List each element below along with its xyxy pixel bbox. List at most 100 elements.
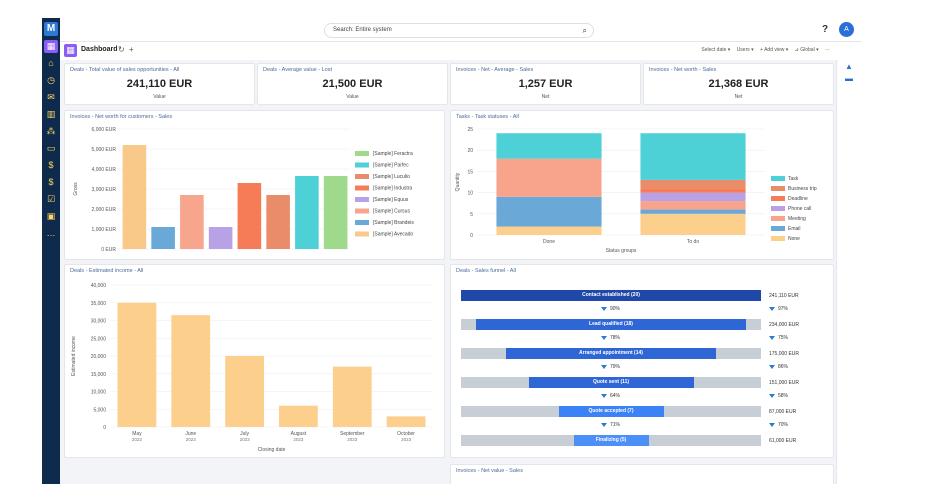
bar <box>117 302 157 427</box>
funnel-stage-bar[interactable]: Quote accepted (7) <box>558 406 664 417</box>
bar <box>237 183 262 249</box>
money-bag-icon[interactable]: $ <box>48 160 54 170</box>
x-tick-sublabel: 2023 <box>401 437 412 442</box>
x-tick-sublabel: 2023 <box>293 437 304 442</box>
x-tick-label: August <box>291 431 307 437</box>
widget-estimated-income: Deals - Estimated income - All 0 5,000 10,… <box>64 264 445 458</box>
funnel-stage-amount: 87,000 EUR <box>769 409 797 415</box>
y-tick-label: 5,000 <box>93 407 106 413</box>
more-options-icon[interactable]: ⋯ <box>825 47 830 53</box>
dashboard-toolbar: Select date ▾ Users ▾ + Add view ▾ ⊿ Glo… <box>696 47 830 53</box>
x-tick-label: Done <box>543 239 555 245</box>
y-axis-label: Quantity <box>455 172 461 191</box>
kpi-card-net-average[interactable]: Invoices - Net - Average - Sales 1,257 E… <box>450 63 641 105</box>
funnel-stage-conversion: 78% <box>601 335 620 341</box>
funnel-stage-bar[interactable]: Contact established (20) <box>461 290 761 301</box>
widget-title[interactable]: Invoices - Net value - Sales <box>456 468 523 474</box>
chat-bubble-icon[interactable]: ▬ <box>845 74 853 83</box>
x-tick-sublabel: 2023 <box>132 437 143 442</box>
help-icon[interactable]: ? <box>822 24 829 35</box>
x-tick-sublabel: 2023 <box>186 437 197 442</box>
avatar[interactable]: A <box>839 22 854 37</box>
funnel-amount-conversion: 58% <box>769 393 788 399</box>
legend-swatch <box>355 174 369 179</box>
funnel-amount-conversion: 86% <box>769 364 788 370</box>
legend-swatch <box>771 216 785 221</box>
widget-title[interactable]: Tasks - Task statuses - All <box>456 114 519 120</box>
legend-swatch <box>355 162 369 168</box>
legend-swatch <box>771 186 785 191</box>
add-view-button[interactable]: + Add view ▾ <box>760 47 789 53</box>
widget-sales-funnel: Deals - Sales funnel - All Contact estab… <box>450 264 834 458</box>
kpi-value: 241,110 EUR <box>126 78 193 90</box>
alarm-icon[interactable]: ◷ <box>47 75 55 85</box>
stacked-bar-segment <box>640 192 746 202</box>
kpi-card-net-worth[interactable]: Invoices - Net worth - Sales 21,368 EUR … <box>643 63 834 105</box>
bar <box>171 315 211 427</box>
y-tick-label: 15,000 <box>91 372 107 378</box>
dashboard-bar: ▦ Dashboard ↻ + Select date ▾ Users ▾ + … <box>60 42 862 60</box>
bar <box>295 176 319 249</box>
y-tick-label: 20 <box>467 148 473 154</box>
users-dropdown[interactable]: Users ▾ <box>736 47 754 53</box>
legend-label: Business trip <box>788 186 817 192</box>
dashboard-grid-icon[interactable]: ▦ <box>64 44 77 57</box>
bar <box>180 195 204 249</box>
funnel-stage-bar[interactable]: Finalizing (5) <box>573 435 649 446</box>
x-tick-label: May <box>132 431 142 437</box>
kpi-card-total-value[interactable]: Deals - Total value of sales opportuniti… <box>64 63 255 105</box>
check-icon[interactable]: ☑ <box>46 194 56 204</box>
stacked-bar-segment <box>640 188 746 193</box>
x-tick-sublabel: 2023 <box>240 437 251 442</box>
network-icon[interactable]: ⁂ <box>46 126 56 136</box>
global-filter-dropdown[interactable]: ⊿ Global ▾ <box>794 47 819 53</box>
app-logo[interactable]: M <box>44 22 58 36</box>
funnel-stage-bar[interactable]: Quote sent (11) <box>528 377 694 388</box>
funnel-stage-bar[interactable]: Lead qualified (18) <box>476 319 746 330</box>
mail-icon[interactable]: ✉ <box>47 92 55 102</box>
funnel-stage-bar[interactable]: Arranged appointment (14) <box>506 348 716 359</box>
legend-swatch <box>771 236 785 241</box>
kpi-value: 1,257 EUR <box>518 78 573 90</box>
notification-bell-icon[interactable]: ▲ <box>845 62 853 71</box>
y-tick-label: 35,000 <box>91 301 107 307</box>
card-icon[interactable]: ▭ <box>46 143 56 153</box>
calendar-icon[interactable]: ▣ <box>46 211 56 221</box>
legend-swatch <box>771 226 785 231</box>
funnel-stage-conversion: 71% <box>601 422 620 428</box>
kpi-card-average-value[interactable]: Deals - Average value - Lost 21,500 EUR … <box>257 63 448 105</box>
legend-swatch <box>771 196 785 201</box>
chart-icon[interactable]: ▥ <box>46 109 56 119</box>
y-tick-label: 40,000 <box>91 283 107 289</box>
y-tick-label: 1,000 EUR <box>92 227 117 233</box>
x-tick-label: September <box>340 431 365 437</box>
bar <box>332 366 372 427</box>
widget-title[interactable]: Deals - Estimated income - All <box>70 268 144 274</box>
funnel-stage-track: Lead qualified (18) <box>461 319 761 330</box>
kpi-caption: Net <box>541 94 550 100</box>
top-bar: Search: Entire system ⌕ ? A <box>60 18 862 42</box>
legend-swatch <box>355 231 369 237</box>
search-input[interactable]: Search: Entire system ⌕ <box>324 23 594 38</box>
legend-label: [Sample] Parfec <box>373 163 409 169</box>
funnel-stage-track: Arranged appointment (14) <box>461 348 761 359</box>
kpi-title: Invoices - Net - Average - Sales <box>456 67 534 73</box>
widget-title[interactable]: Deals - Sales funnel - All <box>456 268 516 274</box>
chat-icon[interactable]: ⌂ <box>48 58 54 68</box>
grid-icon[interactable]: ▦ <box>44 40 58 53</box>
funnel-stage-conversion: 79% <box>601 364 620 370</box>
funnel-stage-track: Quote sent (11) <box>461 377 761 388</box>
bar <box>279 405 318 427</box>
more-icon[interactable]: … <box>46 228 56 238</box>
add-icon[interactable]: + <box>129 45 134 54</box>
legend-swatch <box>355 151 369 156</box>
y-tick-label: 10 <box>467 191 473 197</box>
refresh-icon[interactable]: ↻ <box>118 45 125 54</box>
legend-label: Phone call <box>788 206 811 212</box>
select-date-dropdown[interactable]: Select date ▾ <box>701 47 731 53</box>
y-axis-label: Gross <box>73 182 79 196</box>
widget-title[interactable]: Invoices - Net worth for customers - Sal… <box>70 114 173 120</box>
legend-label: Deadline <box>788 196 808 202</box>
search-icon[interactable]: ⌕ <box>582 26 587 35</box>
dollar-icon[interactable]: $ <box>48 177 54 187</box>
